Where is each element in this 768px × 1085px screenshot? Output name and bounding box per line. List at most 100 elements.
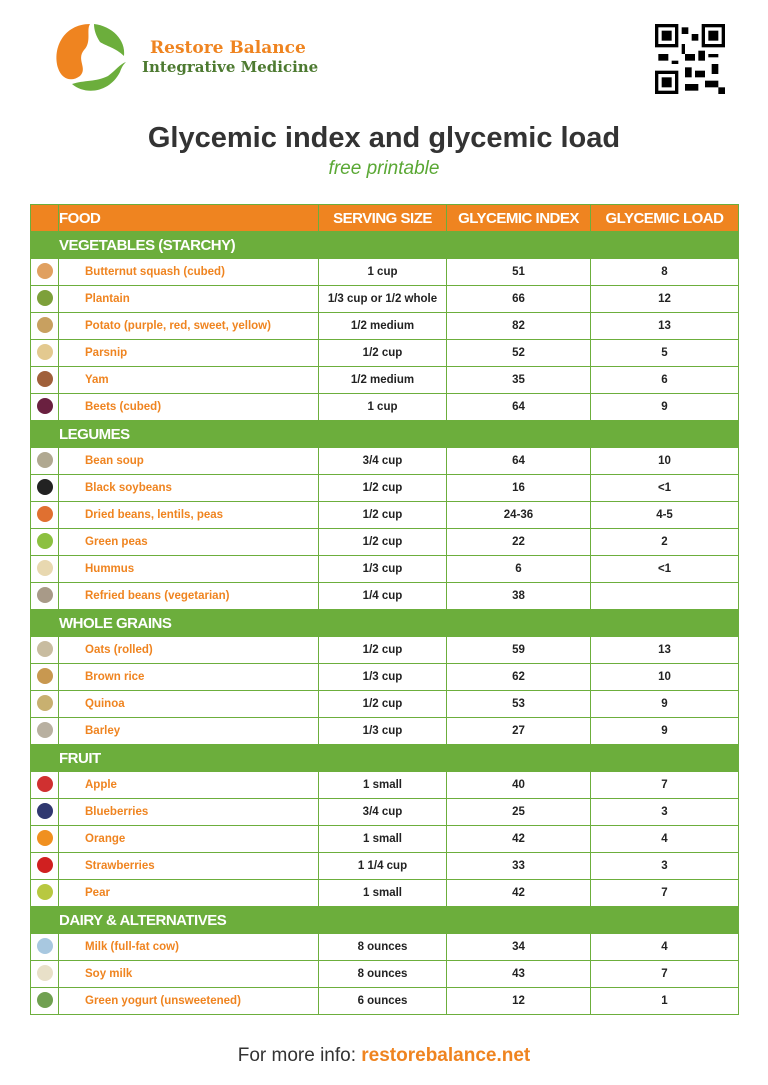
parsnip-icon bbox=[36, 343, 53, 360]
glycemic-load: 3 bbox=[590, 798, 739, 826]
serving-size: 1/4 cup bbox=[318, 582, 447, 610]
food-name: Parsnip bbox=[58, 339, 319, 367]
glycemic-load: 7 bbox=[590, 771, 739, 799]
glycemic-index: 38 bbox=[446, 582, 591, 610]
glycemic-index: 42 bbox=[446, 879, 591, 907]
column-header-gl: GLYCEMIC LOAD bbox=[590, 204, 739, 232]
quinoa-icon bbox=[36, 694, 53, 711]
glycemic-index: 43 bbox=[446, 960, 591, 988]
blueberries-icon bbox=[36, 802, 53, 819]
food-name: Green peas bbox=[58, 528, 319, 556]
serving-size: 1 small bbox=[318, 879, 447, 907]
glycemic-index: 22 bbox=[446, 528, 591, 556]
food-name: Brown rice bbox=[58, 663, 319, 691]
category-icon-cell bbox=[30, 420, 59, 448]
qr-code[interactable] bbox=[655, 24, 725, 94]
category-name: LEGUMES bbox=[58, 420, 739, 448]
glycemic-index: 64 bbox=[446, 447, 591, 475]
plantain-icon bbox=[36, 289, 53, 306]
food-name: Apple bbox=[58, 771, 319, 799]
table-row: Barley 1/3 cup 27 9 bbox=[30, 717, 739, 745]
glycemic-index: 42 bbox=[446, 825, 591, 853]
potato-icon bbox=[36, 316, 53, 333]
glycemic-index: 53 bbox=[446, 690, 591, 718]
refried-beans-icon bbox=[36, 586, 53, 603]
food-name: Potato (purple, red, sweet, yellow) bbox=[58, 312, 319, 340]
serving-size: 1/2 cup bbox=[318, 339, 447, 367]
glycemic-load bbox=[590, 582, 739, 610]
table-row: Soy milk 8 ounces 43 7 bbox=[30, 960, 739, 988]
food-icon-cell bbox=[30, 555, 59, 583]
table-header: FOOD SERVING SIZE GLYCEMIC INDEX GLYCEMI… bbox=[30, 204, 739, 232]
serving-size: 1 1/4 cup bbox=[318, 852, 447, 880]
category-icon-cell bbox=[30, 906, 59, 934]
food-icon-cell bbox=[30, 366, 59, 394]
serving-size: 3/4 cup bbox=[318, 447, 447, 475]
glycemic-index: 66 bbox=[446, 285, 591, 313]
glycemic-load: 3 bbox=[590, 852, 739, 880]
page-title: Glycemic index and glycemic load bbox=[147, 122, 621, 154]
lentils-icon bbox=[36, 505, 53, 522]
serving-size: 1/2 cup bbox=[318, 528, 447, 556]
table-row: Green yogurt (unsweetened) 6 ounces 12 1 bbox=[30, 987, 739, 1015]
food-icon-cell bbox=[30, 447, 59, 475]
food-icon-cell bbox=[30, 798, 59, 826]
glycemic-load: 5 bbox=[590, 339, 739, 367]
table-row: Plantain 1/3 cup or 1/2 whole 66 12 bbox=[30, 285, 739, 313]
food-name: Quinoa bbox=[58, 690, 319, 718]
food-name: Butternut squash (cubed) bbox=[58, 258, 319, 286]
strawberries-icon bbox=[36, 856, 53, 873]
table-row: Green peas 1/2 cup 22 2 bbox=[30, 528, 739, 556]
food-name: Beets (cubed) bbox=[58, 393, 319, 421]
serving-size: 1/2 cup bbox=[318, 690, 447, 718]
food-icon-cell bbox=[30, 528, 59, 556]
glycemic-load: 7 bbox=[590, 879, 739, 907]
yogurt-icon bbox=[36, 991, 53, 1008]
serving-size: 1/2 cup bbox=[318, 501, 447, 529]
glycemic-index: 6 bbox=[446, 555, 591, 583]
milk-icon bbox=[36, 937, 53, 954]
glycemic-load: 6 bbox=[590, 366, 739, 394]
table-row: Black soybeans 1/2 cup 16 <1 bbox=[30, 474, 739, 502]
table-row: Oats (rolled) 1/2 cup 59 13 bbox=[30, 636, 739, 664]
serving-size: 1/3 cup or 1/2 whole bbox=[318, 285, 447, 313]
food-icon-cell bbox=[30, 825, 59, 853]
food-icon-cell bbox=[30, 852, 59, 880]
glycemic-load: 12 bbox=[590, 285, 739, 313]
glycemic-index: 51 bbox=[446, 258, 591, 286]
food-name: Oats (rolled) bbox=[58, 636, 319, 664]
serving-size: 8 ounces bbox=[318, 933, 447, 961]
category-row: LEGUMES bbox=[30, 420, 739, 448]
glycemic-index: 40 bbox=[446, 771, 591, 799]
glycemic-index: 25 bbox=[446, 798, 591, 826]
glycemic-load: 13 bbox=[590, 312, 739, 340]
food-icon-cell bbox=[30, 393, 59, 421]
glycemic-load: 7 bbox=[590, 960, 739, 988]
footer-label: For more info: bbox=[237, 1045, 356, 1066]
food-icon-cell bbox=[30, 285, 59, 313]
category-name: FRUIT bbox=[58, 744, 739, 772]
glycemic-load: 1 bbox=[590, 987, 739, 1015]
table-row: Hummus 1/3 cup 6 <1 bbox=[30, 555, 739, 583]
website-link[interactable]: restorebalance.net bbox=[361, 1045, 531, 1066]
food-name: Bean soup bbox=[58, 447, 319, 475]
food-name: Green yogurt (unsweetened) bbox=[58, 987, 319, 1015]
table-row: Strawberries 1 1/4 cup 33 3 bbox=[30, 852, 739, 880]
glycemic-load: <1 bbox=[590, 555, 739, 583]
table-row: Potato (purple, red, sweet, yellow) 1/2 m… bbox=[30, 312, 739, 340]
beets-icon bbox=[36, 397, 53, 414]
glycemic-table: FOOD SERVING SIZE GLYCEMIC INDEX GLYCEMI… bbox=[30, 204, 739, 1015]
category-icon-cell bbox=[30, 744, 59, 772]
soy-milk-icon bbox=[36, 964, 53, 981]
food-icon-cell bbox=[30, 933, 59, 961]
brown-rice-icon bbox=[36, 667, 53, 684]
bean-soup-icon bbox=[36, 451, 53, 468]
black-soybeans-icon bbox=[36, 478, 53, 495]
food-icon-cell bbox=[30, 501, 59, 529]
food-name: Plantain bbox=[58, 285, 319, 313]
category-name: WHOLE GRAINS bbox=[58, 609, 739, 637]
food-icon-cell bbox=[30, 960, 59, 988]
serving-size: 1/2 cup bbox=[318, 474, 447, 502]
glycemic-index: 33 bbox=[446, 852, 591, 880]
brand-name: Restore Balance bbox=[150, 38, 306, 58]
